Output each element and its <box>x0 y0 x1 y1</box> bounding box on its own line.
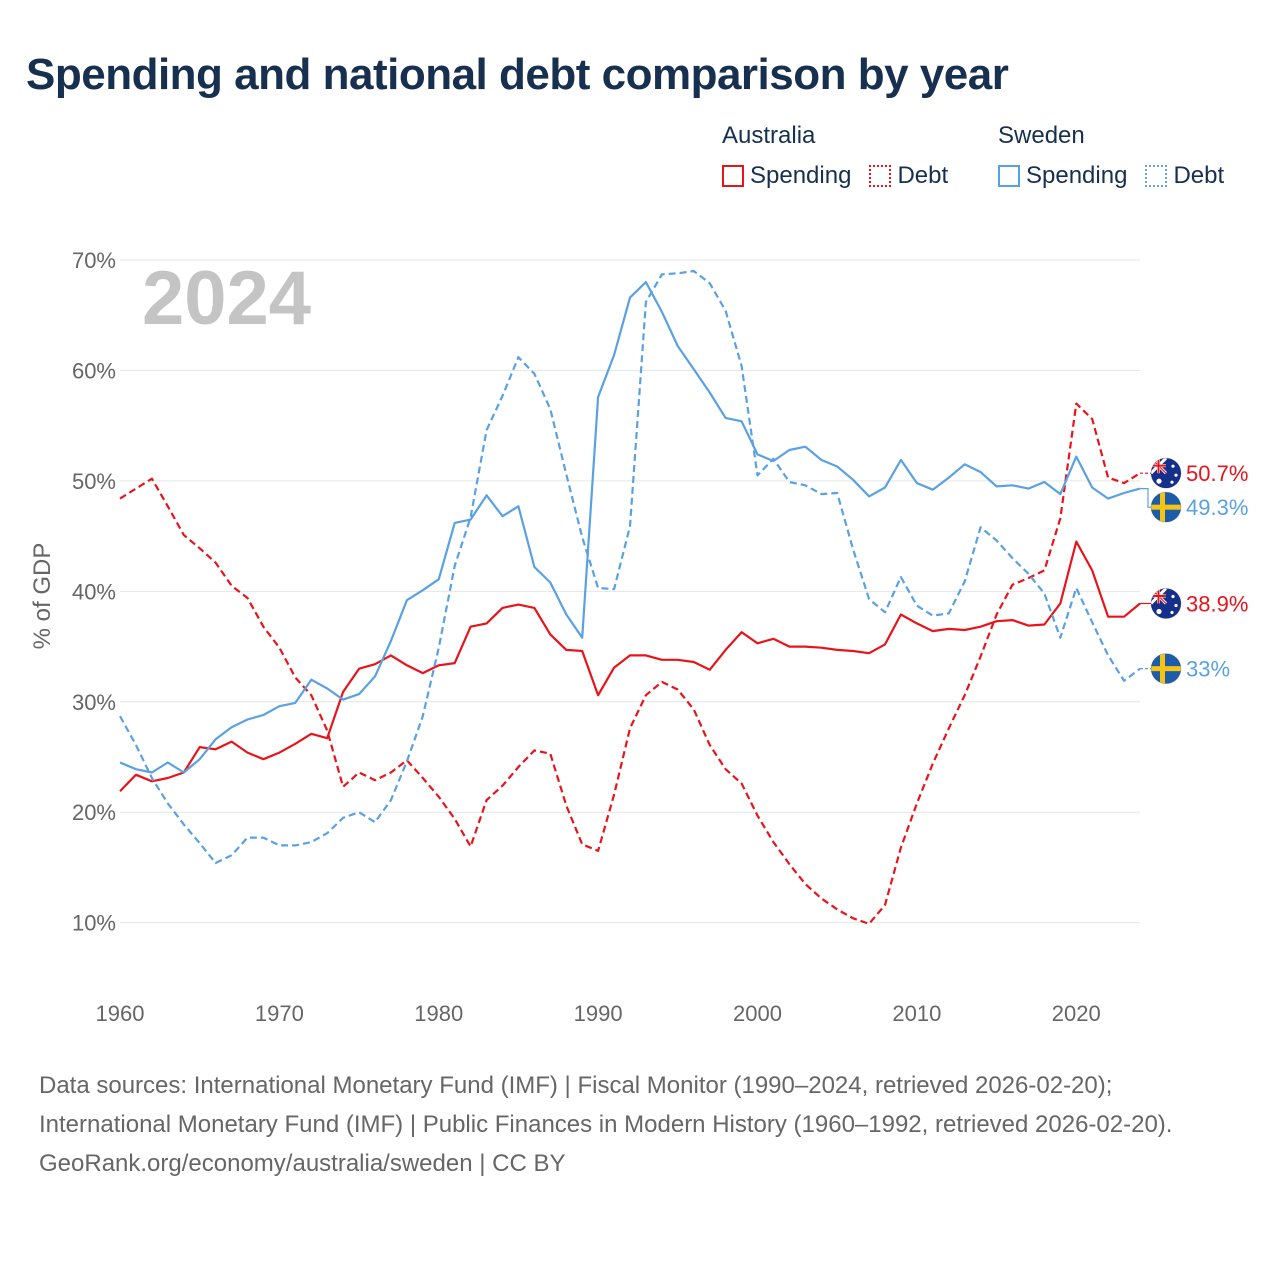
grid <box>120 259 1140 924</box>
x-tick-label: 1960 <box>96 1001 145 1026</box>
y-tick-label: 20% <box>72 800 116 825</box>
data-sources: Data sources: International Monetary Fun… <box>39 1072 1173 1138</box>
legend-australia-spending[interactable]: Spending <box>722 162 851 190</box>
year-watermark: 2024 <box>142 256 311 341</box>
solid-swatch-icon <box>722 165 744 187</box>
legend-label: Spending <box>1026 162 1128 189</box>
y-tick-label: 30% <box>72 690 116 715</box>
end-value-label: 33% <box>1186 657 1230 682</box>
y-tick-label: 40% <box>72 579 116 604</box>
australia-flag-icon <box>1150 587 1182 619</box>
solid-swatch-icon <box>998 165 1020 187</box>
x-tick-label: 1990 <box>574 1001 623 1026</box>
end-connector <box>1140 488 1151 508</box>
x-tick-label: 2010 <box>892 1001 941 1026</box>
legend-country-sweden: Sweden <box>998 122 1085 149</box>
y-tick-label: 70% <box>72 248 116 273</box>
series <box>119 269 1141 925</box>
legend-sweden-spending[interactable]: Spending <box>998 162 1127 190</box>
series-line-sweden-spending[interactable] <box>119 281 1141 774</box>
x-tick-label: 2000 <box>733 1001 782 1026</box>
y-tick-label: 10% <box>72 911 116 936</box>
footer: Data sources: International Monetary Fun… <box>39 1066 1239 1183</box>
australia-flag-icon <box>1150 457 1182 489</box>
series-line-australia-debt[interactable] <box>119 402 1141 925</box>
end-labels: 50.7% 49.3% 38.9% 33% <box>1140 457 1248 685</box>
y-axis: 10% 20% 30% 40% 50% 60% 70% <box>72 248 116 936</box>
legend-australia: Australia Spending Debt <box>722 122 948 196</box>
sweden-flag-icon <box>1150 653 1182 685</box>
legend-australia-debt[interactable]: Debt <box>869 162 948 190</box>
legend-country-australia: Australia <box>722 122 816 149</box>
legend-label: Debt <box>897 162 949 189</box>
x-tick-label: 1980 <box>414 1001 463 1026</box>
dotted-swatch-icon <box>1145 165 1168 187</box>
x-tick-label: 2020 <box>1052 1001 1101 1026</box>
dotted-swatch-icon <box>869 165 892 187</box>
series-line-sweden-debt[interactable] <box>119 269 1141 865</box>
end-value-label: 38.9% <box>1186 591 1248 616</box>
x-tick-label: 1970 <box>255 1001 304 1026</box>
legend-label: Debt <box>1173 162 1225 189</box>
line-chart: 2024 10%20%30%40%50%60%70% 1960 1970 1980 1… <box>29 248 1248 1026</box>
y-tick-label: 50% <box>72 469 116 494</box>
sweden-flag-icon <box>1150 491 1182 523</box>
end-value-label: 50.7% <box>1186 461 1248 486</box>
chart-title: Spending and national debt comparison by… <box>26 50 1009 99</box>
legend-sweden-debt[interactable]: Debt <box>1145 162 1224 190</box>
series-line-australia-spending[interactable] <box>119 540 1141 793</box>
y-axis-label: % of GDP <box>29 543 56 650</box>
credit-link[interactable]: GeoRank.org/economy/australia/sweden | C… <box>39 1150 566 1177</box>
legend-label: Spending <box>750 162 852 189</box>
end-value-label: 49.3% <box>1186 495 1248 520</box>
x-axis: 1960 1970 1980 1990 2000 2010 2020 <box>96 1001 1101 1026</box>
y-tick-label: 60% <box>72 358 116 383</box>
legend-sweden: Sweden Spending Debt <box>998 122 1224 196</box>
